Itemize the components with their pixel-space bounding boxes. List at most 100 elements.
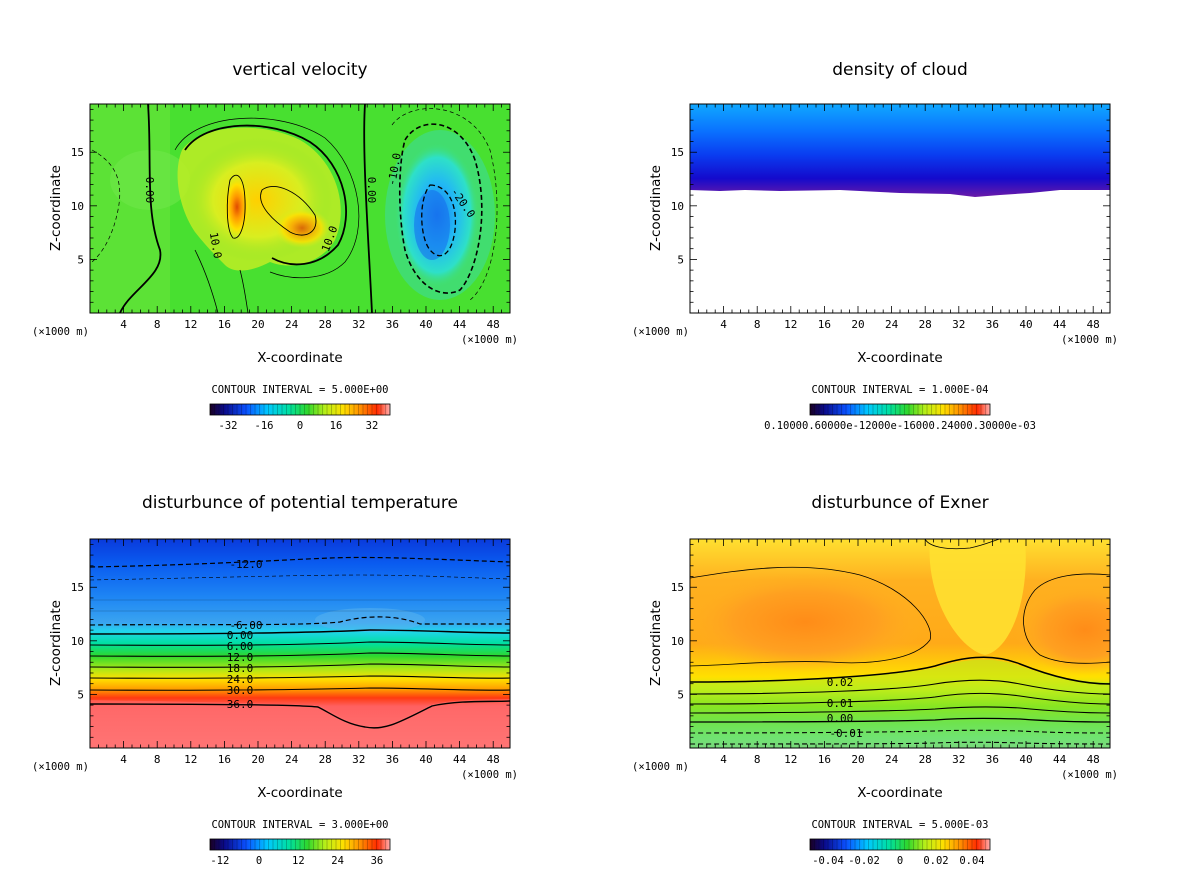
contour-label: -6.00 — [229, 619, 262, 632]
contour-line — [90, 663, 510, 668]
colorbar-label: -0.04 — [812, 855, 844, 867]
contour-line — [90, 629, 510, 635]
contour-line — [90, 675, 510, 679]
contour-line — [924, 539, 1001, 550]
chart-title: disturbunce of Exner — [811, 493, 988, 513]
contour-line — [260, 186, 317, 236]
chart-title: vertical velocity — [232, 60, 367, 80]
contour-label: 36.0 — [227, 698, 254, 711]
contour-lines — [90, 556, 510, 729]
x-tick-label: 44 — [1053, 753, 1067, 766]
x-tick-label: 40 — [1019, 318, 1032, 331]
colorbar-label: 0 — [256, 855, 262, 867]
x-tick-label: 44 — [1053, 318, 1067, 331]
panel-density-of-cloud: density of cloud 4 8 12 16 20 24 28 32 36 40 44 48 … — [632, 60, 1118, 432]
x-tick-label: 20 — [851, 318, 864, 331]
contour-label: 0.00 — [227, 629, 254, 642]
ridge-region — [929, 539, 1026, 655]
field-shading — [315, 608, 425, 632]
x-tick-label: 12 — [784, 753, 797, 766]
contour-interval: CONTOUR INTERVAL = 5.000E+00 — [211, 384, 388, 396]
pressure-low — [690, 572, 925, 672]
contour-line — [690, 717, 1110, 723]
x-tick-label: 40 — [1019, 753, 1032, 766]
contour-line — [90, 687, 510, 691]
x-axis-label: X-coordinate — [257, 350, 342, 366]
contour-label: 6.00 — [227, 640, 254, 653]
colorbar-label: 0.04 — [959, 855, 984, 867]
contour-line — [90, 641, 510, 646]
contour-line-negative — [90, 616, 510, 626]
x-tick-label: 44 — [453, 753, 467, 766]
contour-line-faint — [90, 599, 510, 612]
x-tick-label: 20 — [251, 318, 264, 331]
contour-line — [184, 124, 347, 266]
contour-line-negative — [90, 556, 510, 568]
contour-line — [1023, 573, 1110, 664]
contour-lines — [91, 104, 498, 313]
y-tick-label: 10 — [671, 635, 684, 648]
colorbar-label: 12 — [292, 855, 305, 867]
x-tick-label: 4 — [120, 753, 127, 766]
x-axis-label: X-coordinate — [257, 785, 342, 801]
x-tick-label: 12 — [184, 753, 197, 766]
y-tick-label: 5 — [77, 688, 84, 701]
contour-line — [690, 692, 1110, 705]
colorbar-label: -32 — [219, 420, 238, 432]
contour-line — [226, 174, 246, 239]
contour-label: 18.0 — [227, 662, 254, 675]
contour-label: 0.00 — [827, 712, 854, 725]
x-tick-label: 48 — [487, 318, 500, 331]
chart-title: density of cloud — [832, 60, 968, 80]
y-axis-label: Z-coordinate — [48, 600, 64, 686]
y-axis-label: Z-coordinate — [648, 600, 664, 686]
x-unit-right: (×1000 m) — [461, 769, 518, 781]
x-tick-label: 28 — [319, 318, 332, 331]
colorbar-label: 0 — [897, 855, 903, 867]
contour-line-negative — [421, 184, 457, 257]
contour-line — [690, 566, 932, 667]
y-tick-label: 15 — [671, 146, 684, 159]
contour-label: 0.00 — [365, 177, 378, 204]
colorbar-label: 24 — [331, 855, 344, 867]
colorbar-labels: -12 0 12 24 36 — [210, 855, 383, 867]
contour-line-negative — [391, 108, 498, 301]
cloud-layer — [690, 104, 1110, 197]
x-tick-label: 8 — [754, 318, 761, 331]
x-tick-label: 40 — [419, 318, 432, 331]
y-tick-label: 5 — [677, 253, 684, 266]
x-axis-label: X-coordinate — [857, 350, 942, 366]
x-ticks: 4 8 12 16 20 24 28 32 36 40 44 48 — [98, 104, 503, 331]
x-unit-left: (×1000 m) — [32, 326, 89, 338]
contour-line-negative — [91, 149, 120, 263]
x-axis-label: X-coordinate — [857, 785, 942, 801]
colorbar-ticks — [214, 404, 386, 415]
panel-potential-temperature: disturbunce of potential temperature -12 — [32, 493, 518, 867]
x-tick-label: 12 — [184, 318, 197, 331]
field-shading — [90, 699, 510, 748]
colorbar-label: 0 — [297, 420, 303, 432]
colorbar-label: -16 — [255, 420, 274, 432]
x-unit-left: (×1000 m) — [632, 326, 689, 338]
x-tick-label: 32 — [352, 318, 365, 331]
contour-line — [690, 656, 1110, 685]
x-tick-label: 4 — [720, 318, 727, 331]
colorbar-label: 16 — [330, 420, 343, 432]
colorbar-ticks — [214, 839, 386, 850]
contour-line-negative — [690, 741, 1110, 745]
x-unit-right: (×1000 m) — [1061, 334, 1118, 346]
x-tick-label: 40 — [419, 753, 432, 766]
x-unit-left: (×1000 m) — [32, 761, 89, 773]
contour-label: 0.00 — [143, 177, 156, 204]
x-tick-label: 16 — [218, 753, 231, 766]
contour-label: 0.02 — [827, 676, 854, 689]
contour-label: -0.01 — [829, 727, 862, 740]
plot-area — [690, 104, 1110, 313]
contour-line — [690, 679, 1110, 695]
y-ticks: 5 10 15 — [71, 543, 510, 738]
contour-label: 0.01 — [827, 697, 854, 710]
contour-label: 24.0 — [227, 673, 254, 686]
x-tick-label: 36 — [986, 318, 999, 331]
contour-line — [90, 652, 510, 657]
